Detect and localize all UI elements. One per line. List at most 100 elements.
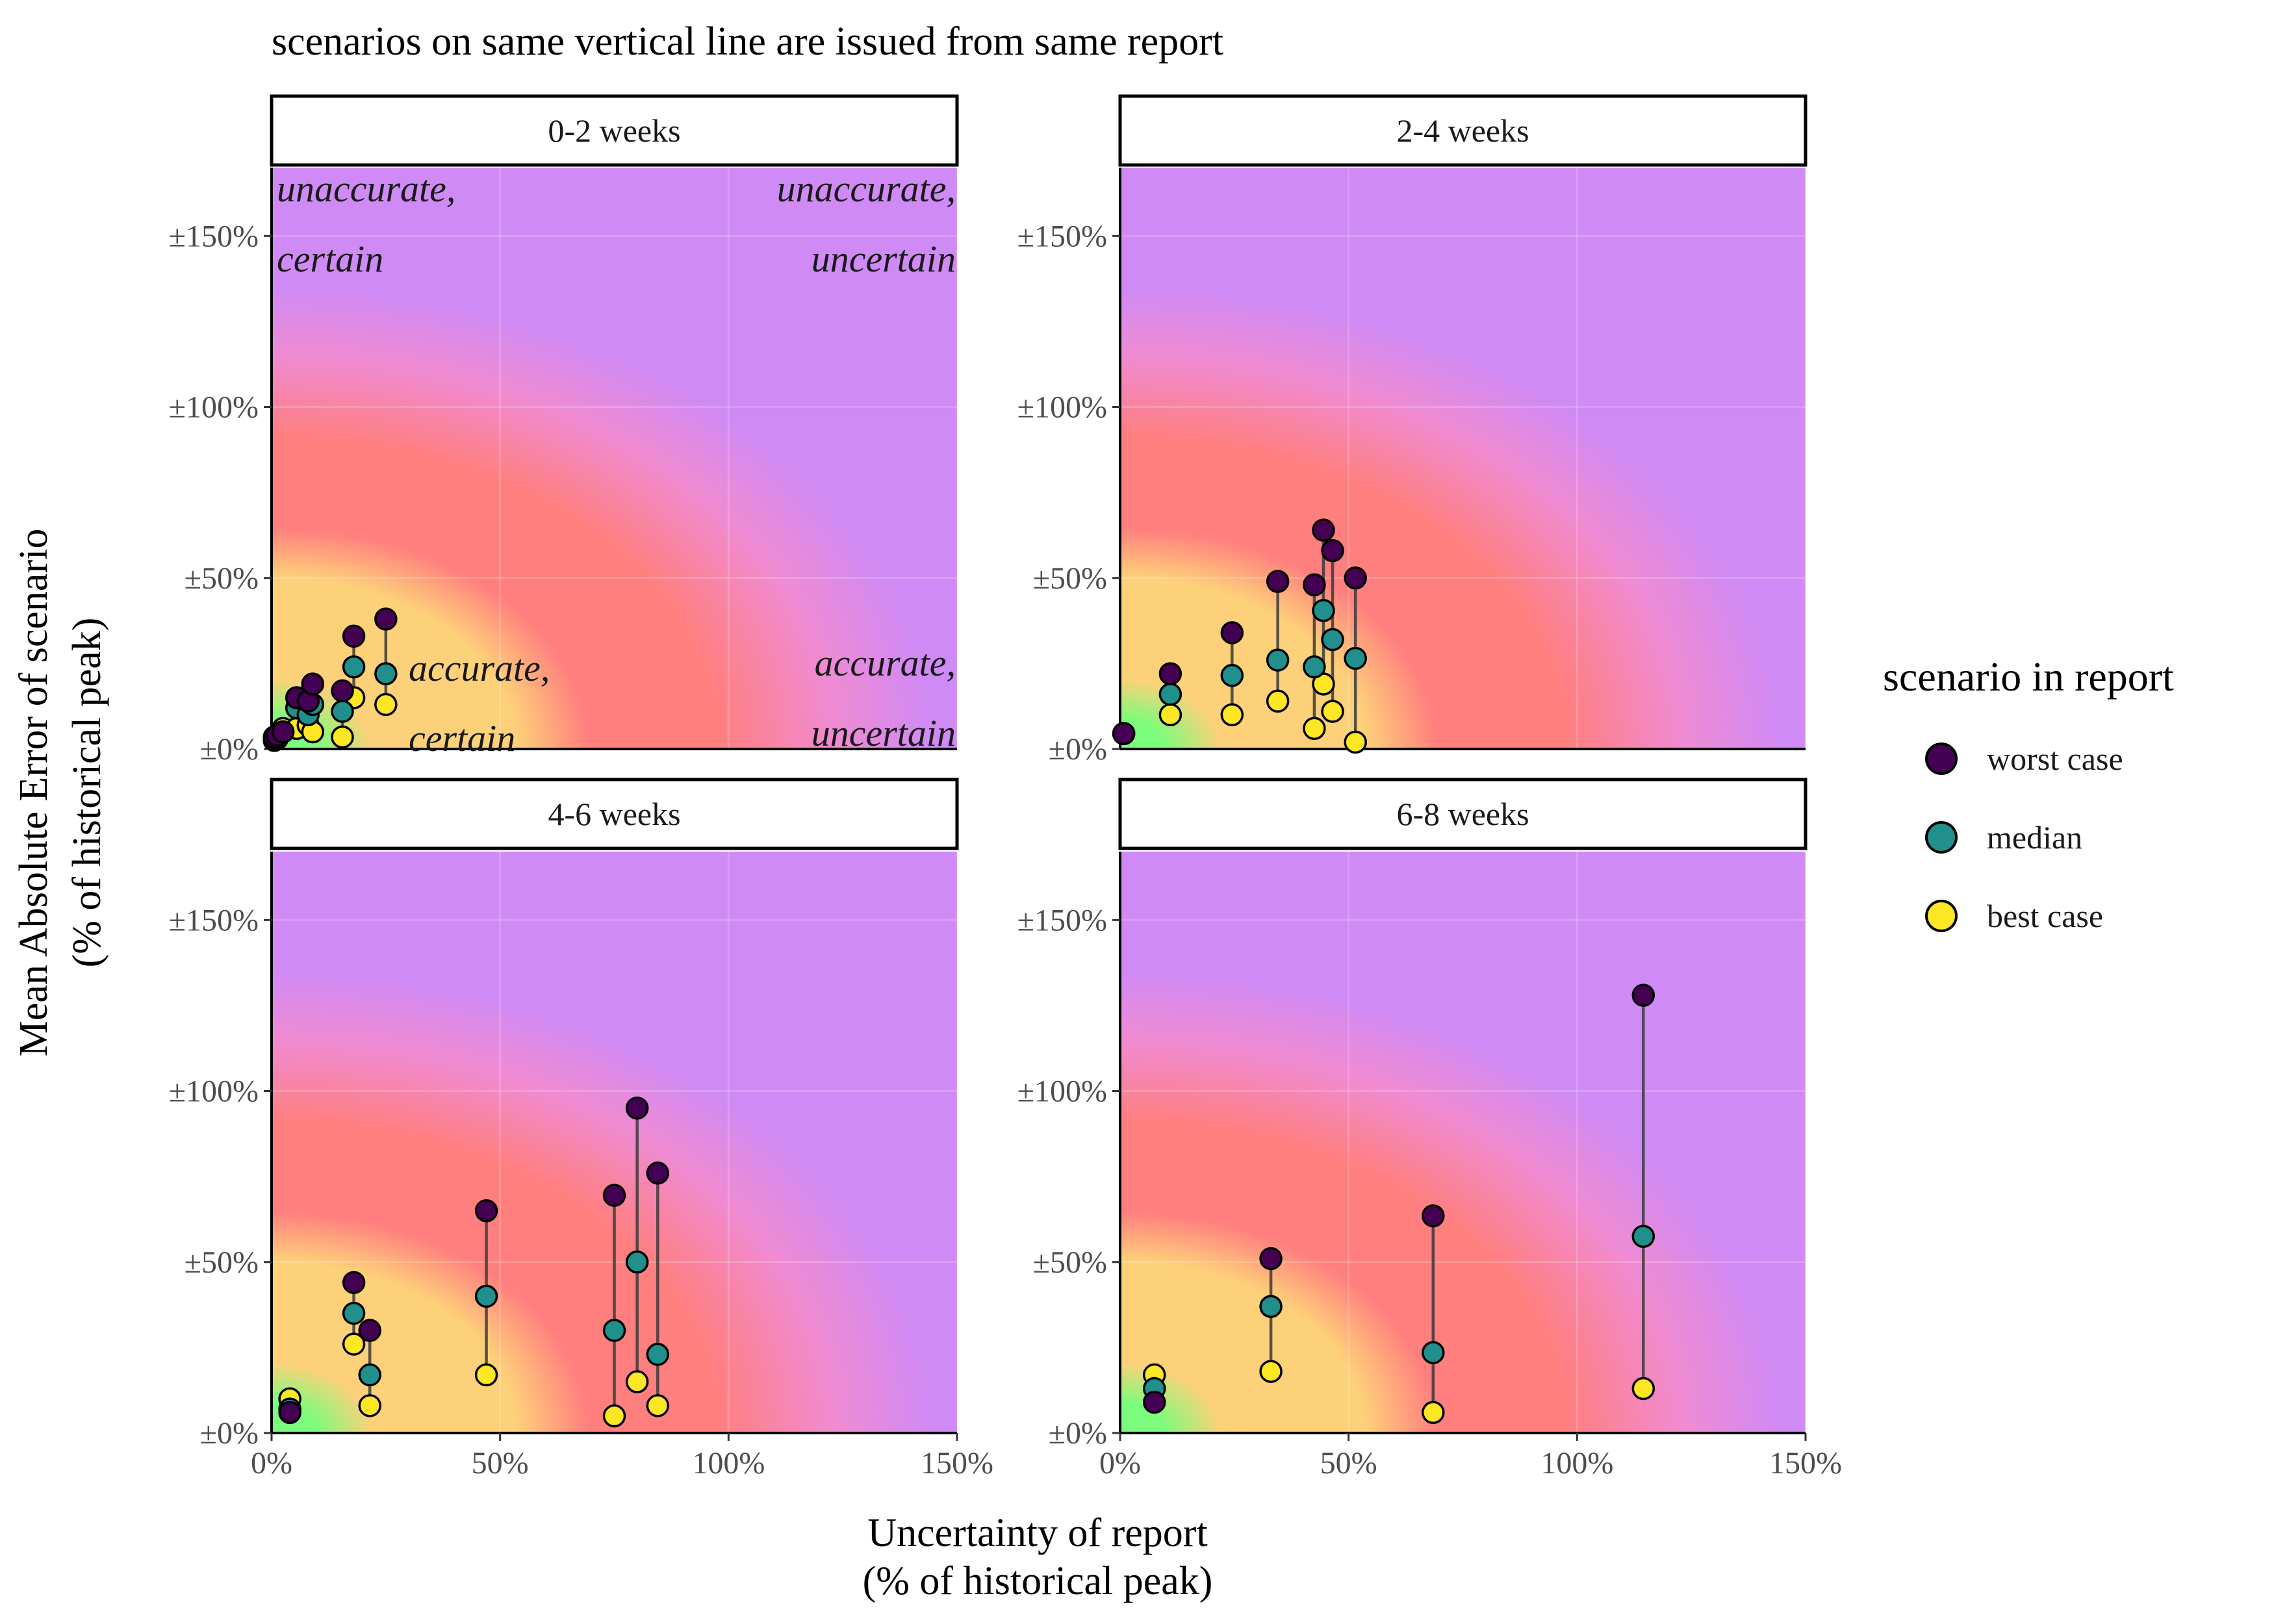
- legend-key-worst: [1925, 742, 1958, 775]
- quadrant-annotation: unaccurate,: [777, 168, 956, 210]
- x-axis-title: Uncertainty of report(% of historical pe…: [863, 1511, 1213, 1603]
- best-case-point: [1631, 1377, 1655, 1401]
- best-case-point: [1220, 703, 1244, 727]
- worst-case-point: [1303, 573, 1326, 597]
- worst-case-point: [1158, 662, 1182, 685]
- best-case-point: [358, 1394, 381, 1417]
- y-tick-label: ±0%: [1049, 1416, 1107, 1451]
- worst-case-point: [271, 720, 295, 744]
- best-case-point: [646, 1394, 670, 1417]
- best-case-point: [342, 1332, 366, 1356]
- y-tick-label: ±100%: [1017, 390, 1107, 425]
- x-tick-label: 50%: [1320, 1446, 1377, 1480]
- median-case-point: [331, 700, 354, 723]
- y-tick-label: ±100%: [169, 1074, 259, 1109]
- facet-strip-label: 2-4 weeks: [1396, 112, 1529, 149]
- worst-case-point: [342, 1271, 366, 1295]
- worst-case-point: [1312, 518, 1335, 542]
- worst-case-point: [602, 1184, 626, 1207]
- y-tick-label: ±150%: [169, 903, 259, 937]
- chart-subtitle: scenarios on same vertical line are issu…: [272, 19, 1223, 64]
- panel-background: [1120, 168, 1806, 749]
- median-case-point: [1422, 1341, 1445, 1365]
- x-axis-title-line: (% of historical peak): [863, 1559, 1213, 1603]
- facet-strip: [270, 94, 959, 167]
- median-case-point: [374, 662, 398, 685]
- y-tick-label: ±0%: [200, 1416, 259, 1451]
- quadrant-annotation: certain: [277, 238, 383, 280]
- median-case-point: [474, 1284, 498, 1308]
- legend-title: scenario in report: [1883, 653, 2174, 700]
- best-case-point: [1158, 703, 1182, 727]
- y-tick-label: ±100%: [1017, 1074, 1107, 1109]
- worst-case-point: [1220, 621, 1244, 644]
- y-axis-title-line: Mean Absolute Error of scenario: [12, 529, 56, 1057]
- facet-strip-label: 4-6 weeks: [548, 796, 680, 832]
- worst-case-point: [1259, 1247, 1283, 1271]
- median-case-point: [1266, 648, 1290, 672]
- facet-strip: [1118, 94, 1808, 167]
- legend-key-median: [1925, 821, 1958, 854]
- quadrant-annotation: unaccurate,: [277, 168, 455, 210]
- quadrant-annotation: uncertain: [811, 712, 956, 754]
- worst-case-point: [1422, 1204, 1445, 1228]
- best-case-point: [625, 1370, 649, 1393]
- median-case-point: [342, 1301, 366, 1325]
- y-axis-title-line: (% of historical peak): [65, 618, 109, 968]
- facet-panel: 0-2 weeks ±0% ±50% ±100% ±150% unaccurate, cer…: [169, 94, 959, 767]
- median-case-point: [1259, 1295, 1283, 1318]
- best-case-point: [1344, 730, 1367, 754]
- x-axis-title-line: Uncertainty of report: [867, 1511, 1207, 1555]
- best-case-point: [374, 692, 398, 717]
- median-case-point: [1303, 655, 1326, 679]
- y-tick-label: ±100%: [169, 390, 259, 425]
- x-tick-label: 50%: [472, 1446, 529, 1480]
- median-case-point: [342, 655, 366, 679]
- worst-case-point: [1344, 566, 1367, 590]
- best-case-point: [1259, 1360, 1283, 1383]
- worst-case-point: [1143, 1390, 1166, 1414]
- median-case-point: [625, 1250, 649, 1274]
- legend-label: best case: [1987, 898, 2103, 934]
- legend-label: median: [1987, 819, 2082, 856]
- y-tick-label: ±150%: [169, 219, 259, 253]
- y-tick-label: ±150%: [1017, 903, 1107, 937]
- best-case-point: [1422, 1401, 1445, 1425]
- worst-case-point: [1631, 983, 1655, 1007]
- facet-panel: 2-4 weeks ±0% ±50% ±100% ±150%: [1017, 94, 1808, 767]
- x-tick-label: 0%: [1099, 1446, 1141, 1480]
- y-axis-title: Mean Absolute Error of scenario (% of his…: [12, 529, 109, 1057]
- facet-strip: [1118, 778, 1808, 850]
- panel-background: [1120, 852, 1806, 1433]
- y-tick-label: ±50%: [1033, 561, 1107, 596]
- worst-case-point: [374, 607, 398, 631]
- legend-label: worst case: [1987, 741, 2123, 777]
- y-tick-label: ±150%: [1017, 219, 1107, 253]
- best-case-point: [1303, 717, 1326, 741]
- median-case-point: [1158, 683, 1182, 706]
- best-case-point: [602, 1404, 626, 1428]
- worst-case-point: [358, 1319, 381, 1342]
- quadrant-annotation: uncertain: [811, 238, 956, 280]
- worst-case-point: [474, 1199, 498, 1223]
- quadrant-annotation: accurate,: [409, 647, 550, 689]
- worst-case-point: [1321, 539, 1344, 563]
- x-tick-label: 0%: [251, 1446, 292, 1480]
- median-case-point: [1321, 628, 1344, 652]
- worst-case-point: [301, 672, 325, 696]
- y-tick-label: ±50%: [185, 1245, 259, 1280]
- best-case-point: [474, 1363, 498, 1387]
- facet-panel: 4-6 weeks ±0% ±50% ±100% ±150% 0% 50% 100% 150%: [169, 778, 993, 1480]
- facet-strip: [270, 778, 959, 850]
- median-case-point: [1631, 1224, 1655, 1249]
- worst-case-point: [625, 1097, 649, 1120]
- median-case-point: [1344, 646, 1367, 670]
- median-case-point: [646, 1343, 670, 1366]
- worst-case-point: [1266, 570, 1290, 593]
- facet-strip-label: 6-8 weeks: [1396, 796, 1529, 832]
- worst-case-point: [646, 1161, 670, 1185]
- x-tick-label: 100%: [1540, 1446, 1613, 1480]
- best-case-point: [1266, 689, 1290, 713]
- median-case-point: [1220, 664, 1244, 687]
